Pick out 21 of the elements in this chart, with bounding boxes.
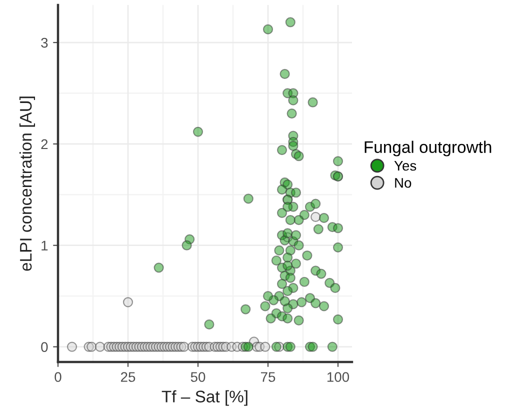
x-axis-title: Tf – Sat [%] — [162, 390, 248, 406]
y-tick-label: 3 — [41, 38, 48, 48]
point — [260, 342, 270, 352]
point — [94, 342, 106, 352]
point — [310, 212, 321, 222]
y-tick-label: 2 — [41, 139, 48, 149]
y-axis-title: eLPI concentration [AU] — [19, 96, 35, 271]
x-tick-label: 25 — [120, 372, 136, 382]
point — [178, 342, 190, 352]
point — [122, 297, 134, 308]
point — [86, 342, 97, 352]
legend-label: No — [395, 178, 412, 188]
y-tick-label: 0 — [41, 342, 48, 352]
y-tick-label: 1 — [42, 240, 48, 250]
legend-label: Yes — [394, 160, 416, 171]
x-tick-label: 50 — [190, 372, 206, 382]
legend-title: Fungal outgrowth — [364, 140, 492, 156]
x-tick-label: 100 — [327, 372, 350, 382]
x-tick-label: 0 — [54, 372, 62, 382]
x-tick-label: 75 — [260, 372, 276, 382]
point — [66, 342, 78, 352]
